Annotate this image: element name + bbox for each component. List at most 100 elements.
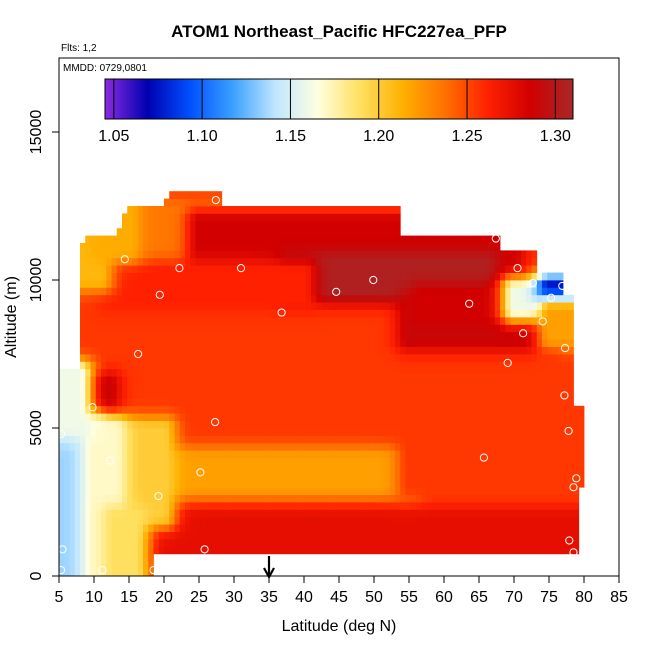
heatmap-cell [463, 324, 469, 333]
heatmap-cell [494, 361, 501, 370]
heatmap-cell [368, 516, 375, 525]
heatmap-cell [536, 413, 543, 421]
heatmap-cell [363, 494, 370, 503]
heatmap-cell [505, 354, 511, 362]
heatmap-cell [143, 287, 149, 296]
heatmap-cell [468, 257, 475, 266]
heatmap-cell [158, 442, 165, 451]
heatmap-cell [337, 376, 343, 384]
heatmap-cell [400, 391, 406, 399]
heatmap-cell [227, 442, 233, 451]
heatmap-cell [164, 294, 170, 303]
heatmap-cell [531, 265, 538, 273]
heatmap-cell [568, 442, 574, 451]
heatmap-cell [190, 272, 196, 281]
heatmap-cell [379, 272, 385, 281]
heatmap-cell [353, 206, 359, 214]
heatmap-cell [127, 235, 133, 244]
heatmap-cell [242, 442, 249, 451]
heatmap-cell [510, 405, 517, 414]
heatmap-cell [468, 405, 475, 414]
heatmap-cell [563, 294, 569, 303]
heatmap-cell [237, 280, 244, 288]
heatmap-cell [400, 479, 406, 488]
heatmap-cell [206, 524, 212, 532]
heatmap-cell [179, 213, 186, 222]
heatmap-cell [421, 531, 427, 540]
heatmap-cell [552, 516, 559, 525]
heatmap-cell [85, 272, 91, 281]
heatmap-cell [358, 317, 364, 325]
heatmap-cell [311, 257, 317, 266]
heatmap-cell [106, 324, 112, 333]
heatmap-cell [85, 317, 91, 325]
heatmap-cell [227, 465, 233, 473]
heatmap-cell [269, 368, 275, 377]
heatmap-cell [326, 272, 333, 281]
heatmap-cell [484, 317, 490, 325]
heatmap-cell [563, 435, 569, 444]
heatmap-cell [363, 405, 370, 414]
heatmap-cell [437, 272, 443, 281]
heatmap-cell [479, 509, 485, 518]
heatmap-cell [447, 339, 454, 347]
colorbar-gradient [105, 79, 573, 119]
heatmap-cell [153, 376, 160, 384]
heatmap-cell [122, 391, 128, 399]
heatmap-cell [211, 272, 217, 281]
heatmap-cell [484, 487, 490, 495]
heatmap-cell [69, 524, 76, 532]
heatmap-cell [227, 516, 233, 525]
heatmap-cell [216, 531, 223, 540]
heatmap-cell [127, 531, 133, 540]
heatmap-cell [158, 309, 165, 318]
heatmap-cell [405, 361, 412, 370]
heatmap-cell [127, 287, 133, 296]
heatmap-cell [316, 243, 322, 251]
heatmap-cell [64, 391, 70, 399]
heatmap-cell [127, 472, 133, 481]
heatmap-cell [326, 472, 333, 481]
heatmap-cell [258, 472, 265, 481]
heatmap-cell [206, 516, 212, 525]
heatmap-cell [321, 472, 328, 481]
heatmap-cell [489, 539, 496, 547]
heatmap-cell [64, 428, 70, 436]
heatmap-cell [106, 309, 112, 318]
heatmap-cell [263, 376, 270, 384]
heatmap-cell [452, 339, 459, 347]
heatmap-cell [463, 317, 469, 325]
heatmap-cell [64, 450, 70, 458]
heatmap-cell [64, 368, 70, 377]
heatmap-cell [111, 361, 118, 370]
heatmap-cell [395, 502, 401, 510]
heatmap-cell [206, 265, 212, 273]
heatmap-cell [494, 354, 501, 362]
heatmap-cell [479, 442, 485, 451]
heatmap-cell [395, 405, 401, 414]
heatmap-cell [552, 302, 559, 310]
heatmap-cell [274, 257, 280, 266]
heatmap-cell [111, 339, 118, 347]
heatmap-cell [500, 250, 506, 259]
heatmap-cell [426, 294, 433, 303]
heatmap-cell [526, 309, 532, 318]
heatmap-cell [337, 213, 343, 222]
heatmap-cell [227, 339, 233, 347]
heatmap-cell [137, 457, 144, 466]
heatmap-cell [563, 324, 569, 333]
heatmap-cell [253, 324, 259, 333]
heatmap-cell [305, 539, 312, 547]
heatmap-cell [132, 206, 139, 214]
heatmap-cell [332, 339, 338, 347]
heatmap-cell [269, 331, 275, 340]
heatmap-cell [552, 509, 559, 518]
heatmap-cell [552, 420, 559, 429]
heatmap-cell [158, 376, 165, 384]
heatmap-cell [547, 280, 553, 288]
heatmap-cell [74, 553, 81, 562]
heatmap-cell [221, 228, 228, 236]
heatmap-cell [515, 539, 522, 547]
heatmap-cell [395, 479, 401, 488]
heatmap-cell [95, 257, 102, 266]
